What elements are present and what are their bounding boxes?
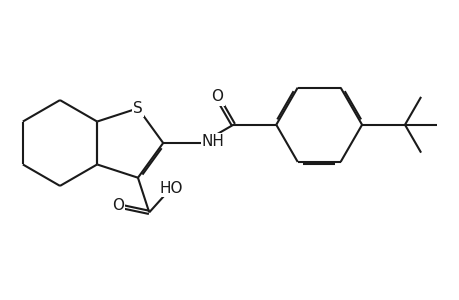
Text: HO: HO — [159, 181, 182, 196]
Text: S: S — [133, 101, 143, 116]
Text: O: O — [211, 89, 223, 104]
Text: NH: NH — [202, 134, 224, 149]
Text: O: O — [112, 198, 123, 213]
